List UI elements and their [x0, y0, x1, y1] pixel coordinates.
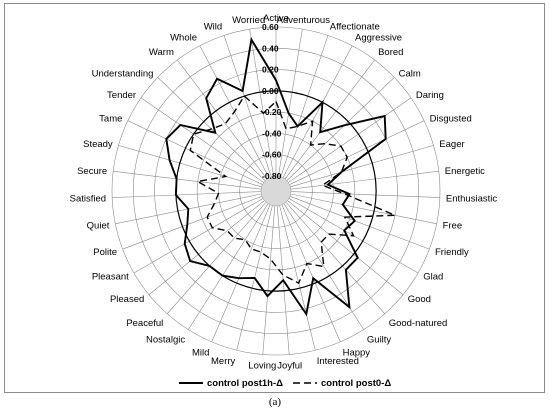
- category-label-free: Free: [443, 221, 463, 232]
- spoke-aggressive: [282, 45, 353, 178]
- chart-frame: -0.80 -0.60 -0.40 -0.20 0.00 0.20 0.40 0.60 Act…: [4, 3, 545, 393]
- category-label-steady: Steady: [83, 139, 113, 150]
- grid-ring: [218, 133, 334, 249]
- spoke-energetic: [290, 170, 439, 190]
- radar-chart: -0.80 -0.60 -0.40 -0.20 0.00 0.20 0.40 0.60 Act…: [70, 13, 498, 389]
- series-line-1: [165, 36, 387, 317]
- category-label-active: Active: [263, 13, 289, 24]
- tick-label: -0.60: [262, 150, 282, 160]
- category-label-nostalgic: Nostalgic: [146, 335, 185, 346]
- spoke-friendly: [289, 196, 430, 250]
- category-label-enthusiastic: Enthusiastic: [446, 193, 497, 204]
- category-label-quiet: Quiet: [87, 221, 110, 232]
- spoke-pleasant: [133, 198, 264, 274]
- spoke-peaceful: [167, 202, 267, 314]
- legend-label-2: control post0-Δ: [321, 378, 391, 389]
- spoke-adventurous: [278, 29, 303, 177]
- spoke-polite: [122, 196, 263, 250]
- category-label-secure: Secure: [77, 166, 107, 177]
- spoke-good-natured: [285, 202, 385, 314]
- category-label-tame: Tame: [99, 114, 122, 125]
- grid-ring: [154, 69, 398, 313]
- spoke-warm: [177, 59, 268, 180]
- legend: control post1h-Δ control post0-Δ: [179, 378, 391, 389]
- tick-label: -0.40: [262, 128, 282, 138]
- spoke-tender: [140, 97, 264, 183]
- grid-ring: [196, 111, 356, 271]
- spoke-worried: [249, 29, 274, 177]
- category-label-pleased: Pleased: [110, 294, 144, 305]
- category-label-warm: Warm: [149, 47, 174, 58]
- tick-labels: -0.80 -0.60 -0.40 -0.20 0.00 0.20 0.40 0.60: [262, 22, 282, 181]
- spoke-steady: [118, 145, 262, 188]
- category-label-daring: Daring: [416, 90, 444, 101]
- category-label-tender: Tender: [107, 90, 136, 101]
- spoke-eager: [290, 145, 434, 188]
- spoke-mild: [211, 204, 271, 342]
- category-label-joyful: Joyful: [277, 360, 302, 371]
- tick-label: 0.20: [262, 65, 279, 75]
- category-label-energetic: Energetic: [445, 166, 485, 177]
- category-label-friendly: Friendly: [435, 247, 469, 258]
- category-label-merry: Merry: [211, 356, 236, 367]
- tick-label: -0.20: [262, 107, 282, 117]
- tick-label: -0.80: [262, 171, 282, 181]
- category-label-guilty: Guilty: [367, 335, 392, 346]
- figure-caption: (a): [268, 396, 282, 408]
- category-label-good-natured: Good-natured: [389, 318, 448, 329]
- spoke-tame: [127, 120, 263, 185]
- spoke-enthusiastic: [290, 191, 440, 198]
- spoke-good: [287, 200, 404, 295]
- category-label-satisfied: Satisfied: [70, 193, 106, 204]
- grid: [111, 26, 441, 356]
- category-label-wild: Wild: [204, 22, 222, 33]
- spoke-interested: [279, 205, 316, 351]
- category-label-mild: Mild: [192, 347, 209, 358]
- category-label-aggressive: Aggressive: [355, 33, 402, 44]
- tick-label: 0.40: [262, 43, 279, 53]
- spoke-bored: [284, 59, 375, 180]
- grid-ring: [239, 154, 313, 228]
- legend-label-1: control post1h-Δ: [207, 378, 283, 389]
- category-label-whole: Whole: [170, 33, 197, 44]
- series-group: [165, 36, 396, 317]
- spoke-wild: [223, 35, 272, 177]
- tick-label: 0.00: [262, 86, 279, 96]
- category-label-understanding: Understanding: [92, 69, 154, 80]
- category-label-peaceful: Peaceful: [126, 318, 163, 329]
- category-label-disgusted: Disgusted: [430, 114, 472, 125]
- spoke-loving: [262, 205, 276, 355]
- grid-ring: [111, 26, 441, 356]
- spoke-daring: [288, 97, 412, 183]
- category-label-glad: Glad: [423, 272, 443, 283]
- category-label-bored: Bored: [378, 47, 403, 58]
- category-label-pleasant: Pleasant: [92, 272, 129, 283]
- category-label-worried: Worried: [232, 15, 265, 26]
- category-label-affectionate: Affectionate: [330, 22, 380, 33]
- spoke-satisfied: [112, 191, 262, 198]
- spoke-happy: [281, 204, 341, 342]
- tick-label: 0.60: [262, 22, 279, 32]
- category-label-calm: Calm: [399, 69, 421, 80]
- category-label-loving: Loving: [248, 360, 276, 371]
- spoke-affectionate: [280, 35, 329, 177]
- spoke-nostalgic: [188, 203, 269, 330]
- category-label-adventurous: Adventurous: [277, 15, 331, 26]
- category-label-happy: Happy: [343, 347, 371, 358]
- category-label-good: Good: [408, 294, 431, 305]
- spoke-calm: [286, 77, 395, 181]
- category-label-eager: Eager: [439, 139, 464, 150]
- spoke-secure: [113, 170, 262, 190]
- series-line-2: [189, 94, 396, 285]
- spoke-free: [290, 193, 437, 225]
- spoke-disgusted: [289, 120, 425, 185]
- spoke-pleased: [148, 200, 265, 295]
- category-label-polite: Polite: [93, 247, 117, 258]
- grid-ring: [132, 47, 420, 335]
- category-label-interested: Interested: [317, 356, 359, 367]
